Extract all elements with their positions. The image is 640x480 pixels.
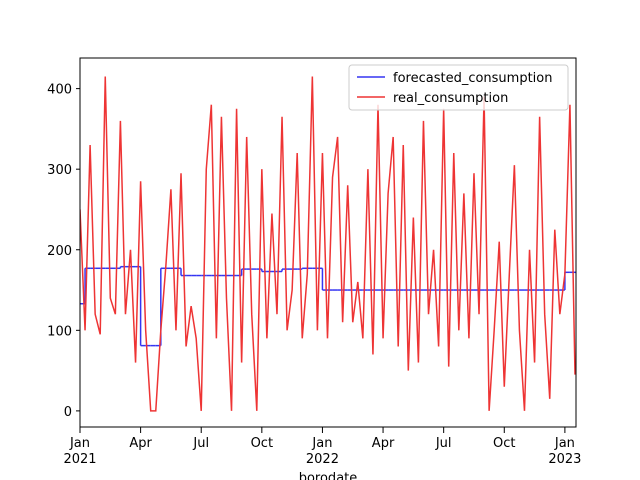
x-axis-label: borodate	[299, 471, 358, 480]
x-tick-label: Jan 2022	[306, 436, 339, 467]
x-tick-label: Oct	[493, 436, 515, 451]
y-tick-label: 100	[47, 324, 72, 339]
y-tick-label: 400	[47, 83, 72, 98]
legend-label: real_consumption	[393, 91, 508, 106]
plot-frame	[79, 57, 577, 428]
x-tick-label: Jul	[435, 436, 452, 451]
y-tick-label: 0	[64, 405, 72, 420]
legend-label: forecasted_consumption	[393, 71, 553, 86]
x-tick-label: Jul	[192, 436, 209, 451]
y-tick-label: 300	[47, 163, 72, 178]
plot-area	[80, 76, 576, 412]
y-tick-label: 200	[47, 244, 72, 259]
series-line	[80, 76, 576, 412]
x-tick-label: Oct	[251, 436, 273, 451]
x-tick-label: Apr	[129, 436, 152, 451]
x-tick-label: Jan 2023	[548, 436, 581, 467]
x-tick-label: Jan 2021	[63, 436, 96, 467]
x-tick-label: Apr	[372, 436, 395, 451]
legend-box	[348, 64, 569, 111]
